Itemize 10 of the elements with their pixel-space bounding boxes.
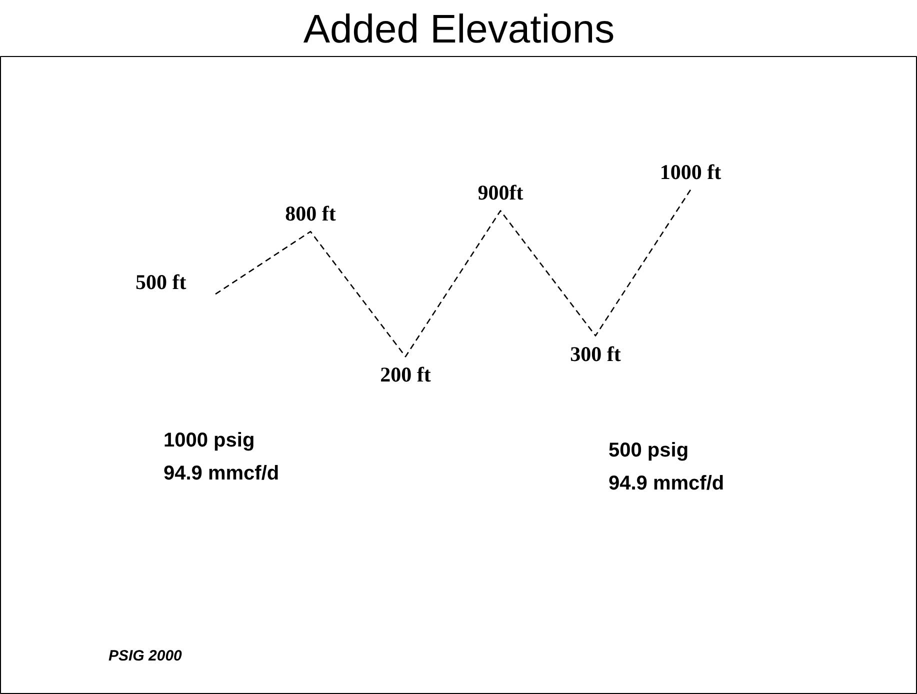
data-label: 200 ft <box>380 362 431 387</box>
data-label: 300 ft <box>570 342 621 366</box>
data-label: 500 ft <box>136 270 186 294</box>
data-label: 900ft <box>478 180 524 205</box>
text: 1000 psig 94.9 mmcf/d <box>164 430 280 484</box>
text: PSIG 2000 <box>108 648 183 664</box>
chart-title: Added Elevations <box>303 8 615 52</box>
data-label: 1000 ft <box>660 160 722 184</box>
text: 500 psig 94.9 mmcf/d <box>608 440 724 494</box>
data-label: 800 ft <box>285 202 336 226</box>
